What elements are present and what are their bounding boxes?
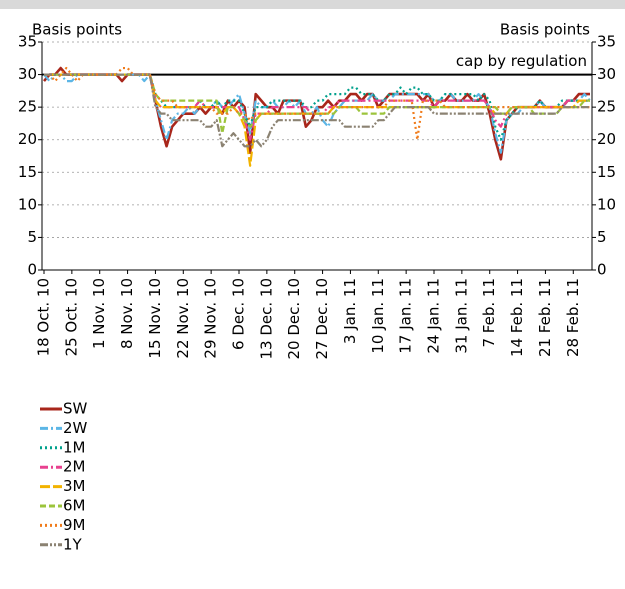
x-tick-label: 7 Feb. 11 [480,278,498,348]
y-tick-label: 0 [27,261,37,279]
y-tick-label: 15 [18,163,37,181]
legend-label: 9M [63,516,86,534]
y-tick-label: 35 [18,33,37,51]
legend-label: 2M [63,458,86,476]
x-tick-label: 13 Dec. 10 [257,278,275,360]
y-tick-label: 5 [27,228,37,246]
y-tick-label: 20 [18,130,37,148]
x-tick-label: 28 Feb. 11 [564,278,582,357]
series-line [44,73,590,148]
y2-tick-label: 5 [597,228,607,246]
series-line [44,66,590,141]
x-tick-label: 3 Jan. 11 [341,278,359,344]
legend-label: 2W [63,419,88,437]
legend-label: 3M [63,477,86,495]
x-tick-label: 27 Dec. 10 [313,278,331,360]
x-tick-label: 24 Jan. 11 [425,278,443,354]
cap-label: cap by regulation [456,52,587,70]
x-tick-label: 22 Nov. 10 [174,278,192,359]
x-tick-label: 31 Jan. 11 [452,278,470,354]
series-line [44,73,590,135]
y-tick-label: 10 [18,195,37,213]
x-tick-label: 29 Nov. 10 [202,278,220,359]
x-tick-label: 8 Nov. 10 [118,278,136,349]
y2-tick-label: 0 [597,261,607,279]
x-tick-label: 10 Jan. 11 [369,278,387,354]
x-tick-label: 21 Feb. 11 [536,278,554,357]
legend-label: 1M [63,438,86,456]
y-axis-label: Basis points [32,21,122,39]
x-tick-label: 17 Jan. 11 [397,278,415,354]
legend-label: 1Y [63,535,83,553]
x-tick-label: 15 Nov. 10 [146,278,164,359]
x-tick-label: 14 Feb. 11 [508,278,526,357]
y2-tick-label: 20 [597,130,616,148]
y2-tick-label: 15 [597,163,616,181]
y-tick-label: 25 [18,98,37,116]
x-tick-label: 1 Nov. 10 [90,278,108,349]
x-tick-label: 18 Oct. 10 [35,278,53,356]
y-tick-label: 30 [18,65,37,83]
x-tick-label: 20 Dec. 10 [285,278,303,360]
top-band [0,0,625,9]
y2-tick-label: 30 [597,65,616,83]
y2-tick-label: 10 [597,195,616,213]
y2-tick-label: 35 [597,33,616,51]
y2-tick-label: 25 [597,98,616,116]
x-tick-label: 6 Dec. 10 [230,278,248,350]
x-tick-label: 25 Oct. 10 [62,278,80,356]
legend-label: 6M [63,497,86,515]
y2-axis-label: Basis points [500,21,590,39]
legend-label: SW [63,400,88,418]
